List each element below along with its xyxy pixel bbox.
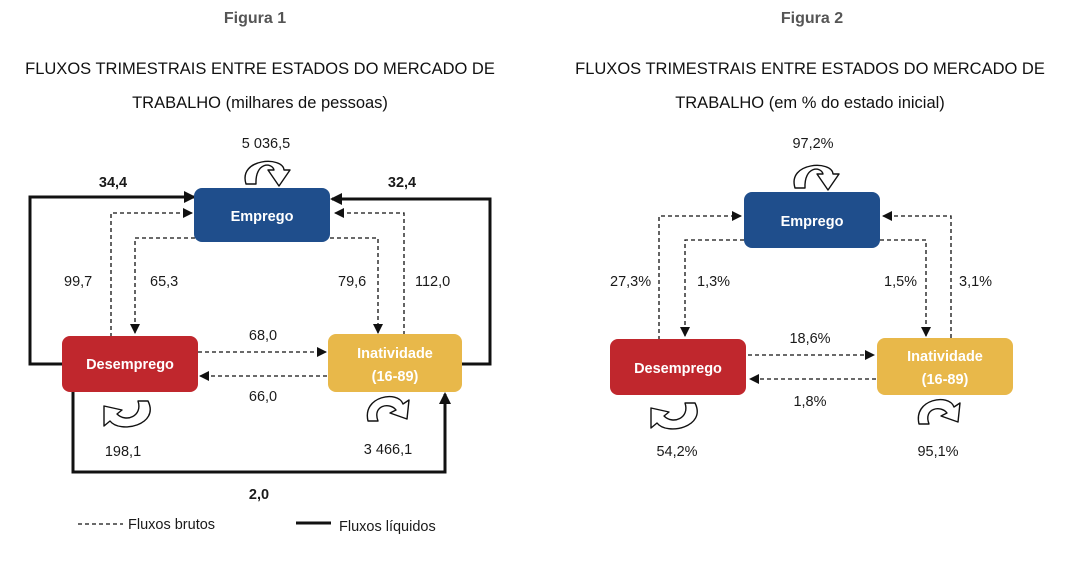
gross-value-desemprego-to-inatividade: 18,6% xyxy=(789,331,830,347)
gross-value-emprego-to-inatividade: 79,6 xyxy=(338,274,366,290)
loop-icon-inatividade xyxy=(917,398,961,425)
node-inatividade-label-line-2: (16-89) xyxy=(922,372,969,388)
node-desemprego-label: Desemprego xyxy=(634,361,722,377)
gross-value-desemprego-to-inatividade: 68,0 xyxy=(249,328,277,344)
figure-1-net-flows xyxy=(28,191,492,474)
gross-flow-emprego-to-desemprego xyxy=(130,237,195,334)
gross-value-desemprego-to-emprego: 99,7 xyxy=(64,274,92,290)
gross-flow-desemprego-to-emprego xyxy=(110,208,193,337)
figure-1-title: FLUXOS TRIMESTRAIS ENTRE ESTADOS DO MERC… xyxy=(0,52,520,120)
gross-flow-inatividade-to-emprego xyxy=(882,211,952,338)
net-value-inatividade-emprego: 32,4 xyxy=(388,175,416,191)
node-inatividade-label-line-1: Inatividade xyxy=(357,346,433,362)
loop-icon-emprego xyxy=(244,160,291,187)
gross-value-emprego-to-desemprego: 65,3 xyxy=(150,274,178,290)
gross-value-inatividade-to-emprego: 3,1% xyxy=(959,274,992,290)
figure-2-title-line-2: TRABALHO (em % do estado inicial) xyxy=(675,94,945,112)
gross-flow-emprego-to-desemprego xyxy=(680,239,744,337)
node-emprego-label: Emprego xyxy=(781,214,844,230)
figure-2-title: FLUXOS TRIMESTRAIS ENTRE ESTADOS DO MERC… xyxy=(550,52,1070,120)
node-desemprego-label: Desemprego xyxy=(86,357,174,373)
figure-2-title-line-1: FLUXOS TRIMESTRAIS ENTRE ESTADOS DO MERC… xyxy=(575,60,1045,78)
figure-2-gross-flows xyxy=(658,211,952,384)
gross-value-inatividade-to-desemprego: 66,0 xyxy=(249,389,277,405)
net-flow-inatividade-emprego xyxy=(330,193,492,366)
figure-1-diagram: Emprego Desemprego Inatividade (16-89) 5… xyxy=(28,136,492,535)
gross-value-emprego-to-inatividade: 1,5% xyxy=(884,274,917,290)
stay-value-emprego: 97,2% xyxy=(792,136,833,152)
figure-1-title-line-1: FLUXOS TRIMESTRAIS ENTRE ESTADOS DO MERC… xyxy=(25,60,495,78)
legend-net-label: Fluxos líquidos xyxy=(339,519,436,535)
gross-value-inatividade-to-emprego: 112,0 xyxy=(415,274,450,290)
loop-icon-desemprego xyxy=(103,400,151,428)
gross-flow-emprego-to-inatividade xyxy=(880,239,931,337)
gross-value-emprego-to-desemprego: 1,3% xyxy=(697,274,730,290)
stay-value-inatividade: 3 466,1 xyxy=(364,442,412,458)
node-inatividade: Inatividade (16-89) xyxy=(328,334,462,392)
figure-1-gross-flows xyxy=(110,208,405,381)
node-emprego-label: Emprego xyxy=(231,209,294,225)
gross-flow-inatividade-to-emprego xyxy=(334,208,405,335)
node-inatividade-label-line-1: Inatividade xyxy=(907,349,983,365)
gross-flow-emprego-to-inatividade xyxy=(330,237,383,334)
stay-value-desemprego: 198,1 xyxy=(105,444,141,460)
net-flow-desemprego-inatividade xyxy=(71,392,451,474)
net-value-desemprego-emprego: 34,4 xyxy=(99,175,127,191)
legend: Fluxos brutos Fluxos líquidos xyxy=(78,517,436,535)
gross-flow-desemprego-to-emprego xyxy=(658,211,742,340)
net-flow-desemprego-emprego xyxy=(28,191,196,366)
net-value-desemprego-inatividade: 2,0 xyxy=(249,487,269,503)
node-emprego: Emprego xyxy=(744,192,880,248)
figure-2-label: Figura 2 xyxy=(780,10,844,27)
gross-value-desemprego-to-emprego: 27,3% xyxy=(610,274,651,290)
node-emprego: Emprego xyxy=(194,188,330,242)
stay-value-emprego: 5 036,5 xyxy=(242,136,290,152)
node-desemprego: Desemprego xyxy=(610,339,746,395)
loop-icon-emprego xyxy=(793,164,840,191)
legend-gross-label: Fluxos brutos xyxy=(128,517,215,533)
figure-2-diagram: Emprego Desemprego Inatividade (16-89) 9… xyxy=(610,136,1013,460)
figure-1-title-line-2: TRABALHO (milhares de pessoas) xyxy=(132,94,388,112)
node-inatividade-label-line-2: (16-89) xyxy=(372,369,419,385)
gross-value-inatividade-to-desemprego: 1,8% xyxy=(793,394,826,410)
node-desemprego: Desemprego xyxy=(62,336,198,392)
stay-value-inatividade: 95,1% xyxy=(917,444,958,460)
loop-icon-desemprego xyxy=(650,402,698,430)
node-inatividade: Inatividade (16-89) xyxy=(877,338,1013,395)
stay-value-desemprego: 54,2% xyxy=(656,444,697,460)
figure-1-label: Figura 1 xyxy=(223,10,287,27)
loop-icon-inatividade xyxy=(366,395,410,422)
